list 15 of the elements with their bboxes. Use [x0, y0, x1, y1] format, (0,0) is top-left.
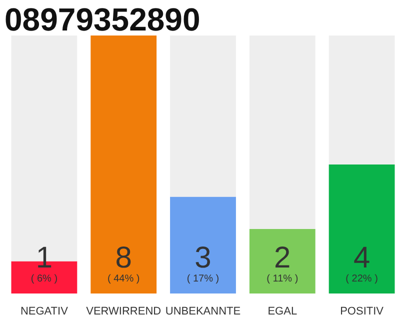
- data-label: 3: [194, 242, 212, 274]
- data-label: 2: [274, 242, 291, 274]
- data-label: 4: [353, 242, 370, 274]
- annotation: ( 11% ): [266, 274, 298, 284]
- x-tick-label: NEGATIV: [20, 306, 69, 318]
- x-tick-label: POSITIV: [340, 306, 384, 318]
- annotation: ( 44% ): [107, 274, 140, 284]
- x-tick-label: VERWIRREND: [86, 306, 162, 318]
- x-tick-label: UNBEKANNTE: [165, 306, 241, 318]
- annotation: ( 6% ): [30, 274, 58, 284]
- data-label: 8: [115, 242, 132, 274]
- annotation: ( 17% ): [186, 274, 220, 284]
- chart-title: 08979352890: [4, 2, 200, 38]
- annotation: ( 22% ): [346, 274, 378, 284]
- x-tick-label: EGAL: [268, 306, 298, 318]
